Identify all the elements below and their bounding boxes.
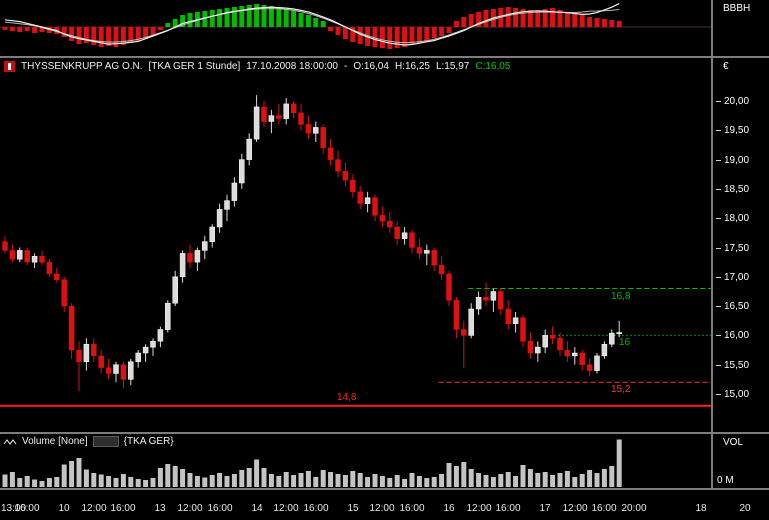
- time-tick-label: 12:00: [369, 503, 395, 514]
- price-tick: 17,50: [716, 242, 749, 254]
- day-tick-label: 14: [251, 503, 263, 514]
- price-tick-value: 18,50: [724, 183, 750, 195]
- indicator-wave-icon: [3, 438, 17, 445]
- time-tick-label: 16:00: [303, 503, 329, 514]
- level-label: 15,2: [611, 384, 631, 395]
- volume-symbol-ref: {TKA GER}: [123, 436, 174, 447]
- price-tick-value: 16,50: [724, 300, 750, 312]
- time-tick-label: 16:00: [591, 503, 617, 514]
- price-tick-value: 17,50: [724, 242, 750, 254]
- day-tick-label: 10: [58, 503, 70, 514]
- time-tick-label: 12:00: [177, 503, 203, 514]
- tick-mark: [716, 159, 721, 161]
- oscillator-axis: BBBH: [711, 0, 769, 56]
- panel-splitter[interactable]: [0, 488, 769, 490]
- price-tick: 15,00: [716, 388, 749, 400]
- time-tick-label: 12:00: [273, 503, 299, 514]
- price-tick-value: 18,00: [724, 212, 750, 224]
- tick-mark: [716, 100, 721, 102]
- level-label: 16: [619, 337, 631, 348]
- volume-chart[interactable]: [0, 434, 711, 488]
- oscillator-panel: BBBH: [0, 0, 769, 56]
- volume-panel: Volume [None] {TKA GER} VOL 0 M: [0, 434, 769, 488]
- currency-label: €: [723, 61, 729, 72]
- time-tick-label: 16:00: [207, 503, 233, 514]
- volume-axis-label: VOL: [723, 437, 744, 448]
- price-chart[interactable]: [0, 58, 711, 432]
- panel-splitter[interactable]: [0, 56, 769, 58]
- title-datetime: 17.10.2008 18:00:00: [246, 61, 338, 72]
- oscillator-slow-line: [4, 8, 620, 44]
- tick-mark: [716, 129, 721, 131]
- price-tick: 16,50: [716, 300, 749, 312]
- title-high: H:16,25: [394, 61, 430, 72]
- tick-mark: [716, 364, 721, 366]
- price-tick: 15,50: [716, 359, 749, 371]
- time-axis[interactable]: 13:00 16:00 10 12:00 16:00 13 12:00 16:00 14 12:0…: [0, 490, 769, 520]
- price-tick-value: 15,00: [724, 388, 750, 400]
- time-tick-label: 20:00: [621, 503, 647, 514]
- price-panel: 16,8 16 15,2 14,8 THYSSENKRUPP AG O.N. [TKA…: [0, 58, 769, 432]
- tick-mark: [716, 217, 721, 219]
- time-tick-label: 16:00: [14, 503, 40, 514]
- instrument-icon[interactable]: [4, 61, 15, 72]
- chart-title: THYSSENKRUPP AG O.N. [TKA GER 1 Stunde] …: [4, 61, 510, 72]
- price-tick-value: 16,00: [724, 329, 750, 341]
- level-lines: [0, 288, 711, 407]
- time-tick-label: 16:00: [110, 503, 136, 514]
- tick-mark: [716, 276, 721, 278]
- title-symbol: THYSSENKRUPP AG O.N.: [21, 61, 143, 72]
- day-tick-label: 16: [443, 503, 455, 514]
- day-tick-label: 17: [539, 503, 551, 514]
- price-axis[interactable]: € 20,00 19,50 19,00 18,50 18,00 17,50 17,00 16,…: [711, 58, 769, 432]
- time-tick-label: 12:00: [81, 503, 107, 514]
- time-tick-label: 12:00: [562, 503, 588, 514]
- price-tick: 19,50: [716, 124, 749, 136]
- title-dash: -: [344, 61, 348, 72]
- day-tick-label: 15: [347, 503, 359, 514]
- time-tick-label: 16:00: [399, 503, 425, 514]
- price-tick-value: 19,50: [724, 124, 750, 136]
- tick-mark: [716, 247, 721, 249]
- volume-indicator-label: Volume [None]: [22, 436, 88, 447]
- oscillator-fast-line: [4, 3, 620, 46]
- time-tick-label: 13:00: [1, 503, 27, 514]
- day-tick-label: 18: [695, 503, 707, 514]
- title-open: O:16,04: [353, 61, 389, 72]
- volume-axis: VOL 0 M: [711, 434, 769, 488]
- title-low: L:15,97: [435, 61, 470, 72]
- tick-mark: [716, 305, 721, 307]
- indicator-selector[interactable]: [92, 436, 119, 447]
- panel-splitter[interactable]: [0, 432, 769, 434]
- title-close: C:16,05: [475, 61, 511, 72]
- price-tick-value: 17,00: [724, 271, 750, 283]
- title-context: [TKA GER 1 Stunde]: [148, 61, 241, 72]
- oscillator-chart[interactable]: [0, 0, 711, 56]
- volume-bars: [2, 439, 622, 487]
- price-tick: 19,00: [716, 154, 749, 166]
- price-tick: 20,00: [716, 95, 749, 107]
- price-tick: 18,00: [716, 212, 749, 224]
- volume-header: Volume [None] {TKA GER}: [3, 436, 174, 447]
- tick-mark: [716, 334, 721, 336]
- price-tick: 17,00: [716, 271, 749, 283]
- price-tick-value: 15,50: [724, 359, 750, 371]
- tick-mark: [716, 393, 721, 395]
- day-tick-label: 13: [154, 503, 166, 514]
- level-label: 16,8: [611, 291, 631, 302]
- candles: [2, 95, 622, 392]
- tick-mark: [716, 188, 721, 190]
- oscillator-axis-label: BBBH: [723, 3, 751, 14]
- level-label: 14,8: [337, 392, 357, 403]
- volume-zero-label: 0 M: [717, 475, 734, 486]
- day-tick-label: 20: [739, 503, 751, 514]
- price-tick: 16,00: [716, 329, 749, 341]
- price-tick: 18,50: [716, 183, 749, 195]
- price-tick-value: 19,00: [724, 154, 750, 166]
- price-tick-value: 20,00: [724, 95, 750, 107]
- time-tick-label: 12:00: [466, 503, 492, 514]
- time-tick-label: 16:00: [495, 503, 521, 514]
